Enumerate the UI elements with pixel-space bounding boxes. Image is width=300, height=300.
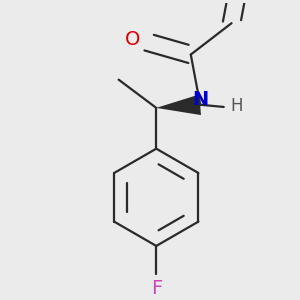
Polygon shape (156, 94, 201, 115)
Text: N: N (193, 90, 209, 109)
Text: F: F (151, 279, 162, 298)
Text: H: H (230, 97, 242, 115)
Text: O: O (125, 30, 140, 49)
